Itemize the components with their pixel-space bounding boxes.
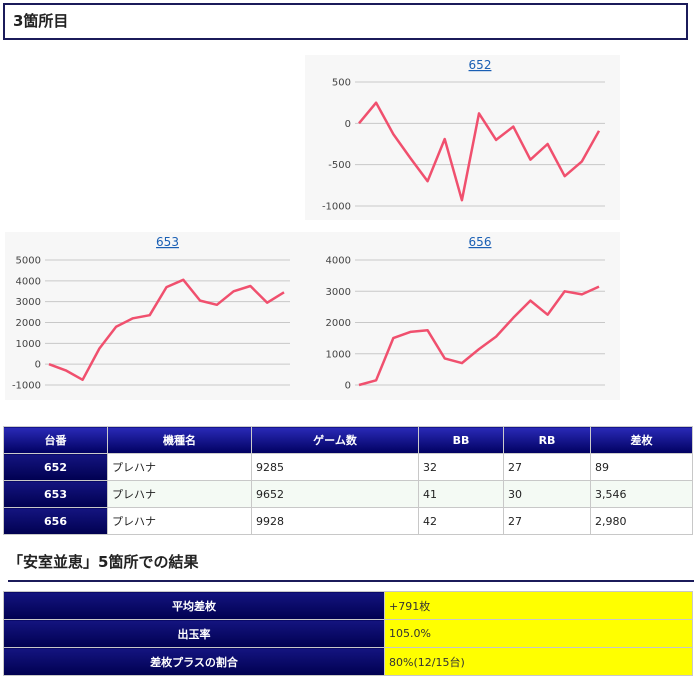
- machine-games: 9928: [251, 507, 419, 535]
- summary-value: +791枚: [384, 591, 693, 620]
- table-row: 653 プレハナ 9652 41 30 3,546: [3, 480, 693, 508]
- summary-row: 平均差枚 +791枚: [3, 591, 693, 620]
- summary-label: 平均差枚: [3, 591, 385, 620]
- summary-value: 105.0%: [384, 619, 693, 648]
- machine-rb: 27: [503, 453, 591, 481]
- y-tick-label: -500: [328, 160, 351, 171]
- y-tick-label: 0: [345, 381, 351, 392]
- y-tick-label: 3000: [326, 287, 351, 298]
- chart-title-link[interactable]: 652: [469, 58, 492, 72]
- series-line: [358, 285, 600, 387]
- y-tick-label: 1000: [326, 349, 351, 360]
- y-tick-label: 2000: [326, 318, 351, 329]
- y-tick-label: 500: [332, 78, 351, 89]
- chart-653-svg: 653 5000 4000 3000 2000 1000 0 -1000: [12, 235, 290, 392]
- chart-653: 653 5000 4000 3000 2000 1000 0 -1000: [5, 232, 305, 400]
- machine-bb: 32: [418, 453, 504, 481]
- machine-games: 9652: [251, 480, 419, 508]
- summary-heading: 「安室並恵」5箇所での結果: [8, 550, 694, 582]
- machine-bb: 42: [418, 507, 504, 535]
- chart-652-svg: 652 500 0 -500 -1000: [322, 58, 605, 213]
- col-header-number: 台番: [3, 426, 108, 454]
- chart-title-link[interactable]: 653: [156, 235, 179, 249]
- summary-label: 差枚プラスの割合: [3, 647, 385, 676]
- summary-label: 出玉率: [3, 619, 385, 648]
- table-header-row: 台番 機種名 ゲーム数 BB RB 差枚: [3, 426, 693, 454]
- machine-model: プレハナ: [107, 453, 252, 481]
- summary-row: 差枚プラスの割合 80%(12/15台): [3, 647, 693, 676]
- machine-model: プレハナ: [107, 480, 252, 508]
- machine-bb: 41: [418, 480, 504, 508]
- col-header-games: ゲーム数: [251, 426, 419, 454]
- machine-diff: 2,980: [590, 507, 693, 535]
- col-header-diff: 差枚: [590, 426, 693, 454]
- chart-656-svg: 656 4000 3000 2000 1000 0: [326, 235, 605, 392]
- series-line: [48, 278, 285, 382]
- summary-table: 平均差枚 +791枚 出玉率 105.0% 差枚プラスの割合 80%(12/15…: [3, 591, 693, 676]
- machine-games: 9285: [251, 453, 419, 481]
- chart-656: 656 4000 3000 2000 1000 0: [305, 232, 620, 400]
- machine-table: 台番 機種名 ゲーム数 BB RB 差枚 652 プレハナ 9285 32 27…: [3, 426, 693, 535]
- y-tick-label: 4000: [326, 256, 351, 267]
- summary-row: 出玉率 105.0%: [3, 619, 693, 648]
- y-tick-label: 5000: [16, 256, 41, 267]
- summary-value: 80%(12/15台): [384, 647, 693, 676]
- y-tick-label: 1000: [16, 339, 41, 350]
- series-line: [358, 101, 601, 202]
- y-tick-label: -1000: [322, 202, 351, 213]
- machine-number: 652: [3, 453, 108, 481]
- y-tick-label: 3000: [16, 297, 41, 308]
- machine-rb: 30: [503, 480, 591, 508]
- y-tick-label: -1000: [12, 381, 41, 392]
- chart-title-link[interactable]: 656: [469, 235, 492, 249]
- table-row: 656 プレハナ 9928 42 27 2,980: [3, 507, 693, 535]
- y-tick-label: 2000: [16, 318, 41, 329]
- table-row: 652 プレハナ 9285 32 27 89: [3, 453, 693, 481]
- machine-diff: 3,546: [590, 480, 693, 508]
- col-header-model: 機種名: [107, 426, 252, 454]
- y-tick-label: 4000: [16, 276, 41, 287]
- machine-number: 656: [3, 507, 108, 535]
- y-tick-label: 0: [345, 119, 351, 130]
- machine-diff: 89: [590, 453, 693, 481]
- col-header-rb: RB: [503, 426, 591, 454]
- chart-652: 652 500 0 -500 -1000: [305, 55, 620, 220]
- y-tick-label: 0: [35, 360, 41, 371]
- machine-number: 653: [3, 480, 108, 508]
- machine-model: プレハナ: [107, 507, 252, 535]
- machine-rb: 27: [503, 507, 591, 535]
- section-title: 3箇所目: [3, 3, 688, 40]
- col-header-bb: BB: [418, 426, 504, 454]
